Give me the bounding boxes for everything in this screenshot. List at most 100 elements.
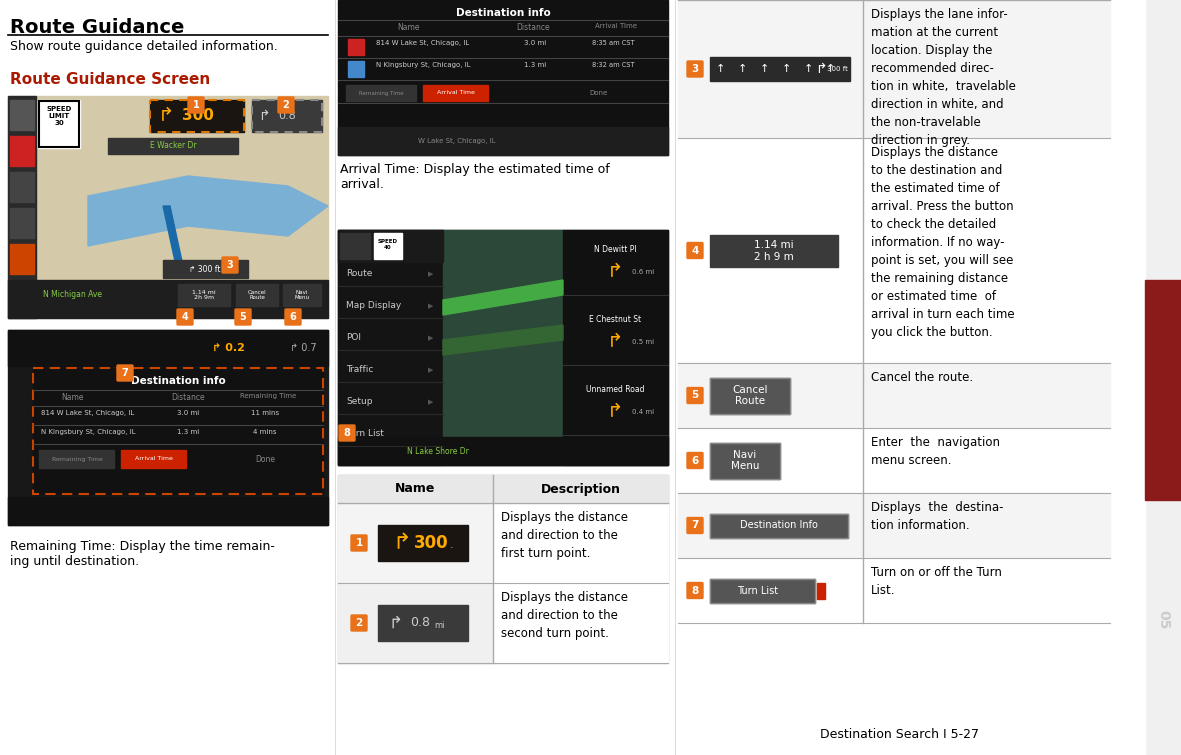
Text: Displays the distance
and direction to the
first turn point.: Displays the distance and direction to t… [501, 511, 628, 560]
Text: Displays the distance
and direction to the
second turn point.: Displays the distance and direction to t… [501, 591, 628, 640]
Text: Show route guidance detailed information.: Show route guidance detailed information… [9, 40, 278, 53]
Text: 3.0 mi: 3.0 mi [177, 410, 200, 416]
Text: Name: Name [61, 393, 84, 402]
Text: 1: 1 [193, 100, 200, 110]
Text: Arrival Time: Display the estimated time of
arrival.: Arrival Time: Display the estimated time… [340, 163, 609, 191]
Text: 3.0 mi: 3.0 mi [524, 40, 546, 46]
Text: ▶: ▶ [428, 303, 433, 309]
Text: ↑: ↑ [782, 64, 791, 74]
Bar [338, 437, 668, 465]
FancyBboxPatch shape [278, 97, 294, 113]
Text: 7: 7 [691, 520, 699, 531]
Text: 8:32 am CST: 8:32 am CST [592, 62, 634, 68]
Text: Cancel
Route: Cancel Route [732, 385, 768, 406]
Text: 5: 5 [691, 390, 699, 400]
Text: ↱: ↱ [607, 263, 624, 282]
Text: 2: 2 [282, 100, 289, 110]
Bar [8, 330, 328, 366]
Text: Setup: Setup [346, 397, 372, 406]
Bar [678, 0, 1110, 623]
Bar [378, 525, 468, 561]
Text: 05: 05 [1156, 610, 1170, 630]
Text: Traffic: Traffic [346, 365, 373, 374]
Bar [8, 330, 328, 525]
Text: 1.3 mi: 1.3 mi [524, 62, 546, 68]
Text: ↱ 300 ft: ↱ 300 ft [189, 264, 221, 273]
Bar [150, 100, 244, 132]
Text: 300: 300 [182, 109, 214, 124]
FancyBboxPatch shape [117, 365, 133, 381]
Bar [8, 96, 328, 318]
Text: ↱: ↱ [607, 402, 624, 421]
Bar [236, 284, 278, 306]
Text: 11 mins: 11 mins [250, 410, 279, 416]
Bar [150, 100, 244, 132]
Bar [1146, 280, 1181, 500]
Text: POI: POI [346, 334, 361, 343]
Bar [338, 230, 443, 262]
Text: ▶: ▶ [428, 399, 433, 405]
Bar [338, 127, 668, 155]
Text: Enter  the  navigation
menu screen.: Enter the navigation menu screen. [872, 436, 1000, 467]
Bar [8, 96, 35, 318]
Bar [338, 503, 494, 583]
Text: Remaining Time: Remaining Time [52, 457, 103, 461]
Bar [710, 578, 815, 602]
Text: 814 W Lake St, Chicago, IL: 814 W Lake St, Chicago, IL [376, 40, 469, 46]
Text: Displays  the  destina-
tion information.: Displays the destina- tion information. [872, 501, 1004, 532]
Bar [374, 233, 402, 259]
Text: ↱: ↱ [389, 614, 402, 632]
Bar [494, 583, 668, 663]
Text: N Kingsbury St, Chicago, IL: N Kingsbury St, Chicago, IL [376, 62, 470, 68]
Bar [9, 244, 34, 274]
Text: ↑: ↑ [738, 64, 748, 74]
Bar [9, 208, 34, 238]
Bar [494, 475, 668, 503]
Bar [710, 442, 779, 479]
Text: Destination info: Destination info [131, 376, 226, 386]
Bar [33, 368, 322, 494]
Text: ↑: ↑ [826, 64, 835, 74]
Text: 2 h 9 m: 2 h 9 m [755, 252, 794, 263]
Text: ↑: ↑ [761, 64, 769, 74]
Text: 3: 3 [227, 260, 234, 270]
Text: 814 W Lake St, Chicago, IL: 814 W Lake St, Chicago, IL [41, 410, 135, 416]
Text: N Dewitt Pl: N Dewitt Pl [594, 245, 637, 254]
Bar [710, 578, 815, 602]
Text: Distance: Distance [516, 23, 550, 32]
Text: Name: Name [397, 23, 419, 32]
FancyBboxPatch shape [235, 309, 252, 325]
Text: 6: 6 [289, 312, 296, 322]
Bar [494, 503, 668, 583]
Polygon shape [89, 176, 328, 246]
Text: Arrival Time: Arrival Time [595, 23, 637, 29]
Text: 1.3 mi: 1.3 mi [177, 429, 200, 435]
Text: Cancel
Route: Cancel Route [248, 290, 266, 300]
Bar [678, 428, 1110, 493]
Bar [33, 368, 322, 494]
FancyBboxPatch shape [177, 309, 193, 325]
Bar [710, 442, 779, 479]
Polygon shape [443, 325, 563, 355]
Text: ↱: ↱ [392, 533, 411, 553]
Text: 4 mins: 4 mins [253, 429, 276, 435]
Text: Distance: Distance [171, 393, 204, 402]
Text: Displays the lane infor-
mation at the current
location. Display the
recommended: Displays the lane infor- mation at the c… [872, 8, 1016, 147]
Text: Turn List: Turn List [346, 430, 384, 439]
Text: Remaining Time: Remaining Time [359, 91, 404, 95]
Bar [283, 284, 321, 306]
Text: 1.14 mi: 1.14 mi [755, 239, 794, 249]
Text: ▶: ▶ [428, 271, 433, 277]
Text: mi: mi [433, 621, 444, 630]
Text: E Chestnut St: E Chestnut St [589, 316, 641, 325]
FancyBboxPatch shape [687, 583, 703, 599]
Text: 1: 1 [355, 538, 363, 548]
Bar [817, 583, 826, 599]
FancyBboxPatch shape [687, 517, 703, 534]
Text: ↱: ↱ [158, 106, 175, 125]
Text: 0.8: 0.8 [278, 111, 295, 121]
FancyBboxPatch shape [687, 387, 703, 403]
Text: 0.5 mi: 0.5 mi [632, 339, 654, 345]
Bar [338, 583, 494, 663]
Text: Unnamed Road: Unnamed Road [586, 386, 645, 395]
